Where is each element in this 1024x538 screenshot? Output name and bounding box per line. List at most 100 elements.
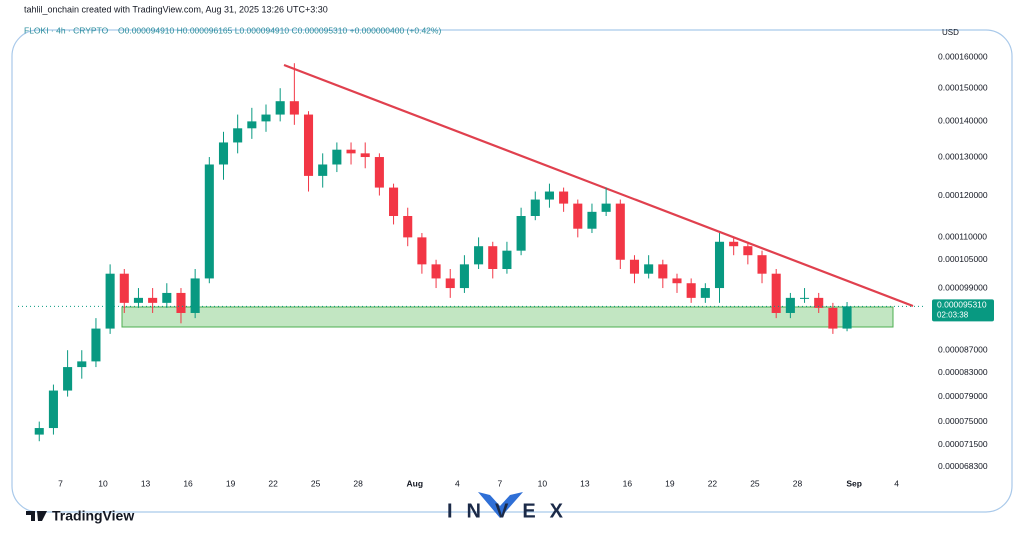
y-tick-label: 0.000120000	[938, 190, 988, 200]
axes: 0.000160000 0.000150000 0.000140000 0.00013…	[18, 51, 994, 488]
brand-text: TradingView	[52, 508, 134, 524]
symbol-info: FLOKI · 4h · CRYPTO	[24, 25, 109, 35]
header-title: tahlil_onchain created with TradingView.…	[24, 4, 328, 14]
candle-body	[729, 241, 739, 247]
candle-body	[133, 297, 143, 303]
candle-body	[459, 264, 469, 289]
watermark-text: INVEX	[447, 500, 577, 522]
y-tick-label: 0.000160000	[938, 51, 988, 61]
x-tick-label: Sep	[846, 478, 862, 488]
candle-body	[360, 153, 370, 158]
last-price-label: 0.000095310	[937, 300, 987, 310]
candle-body	[757, 255, 767, 274]
trend-line	[283, 63, 914, 308]
x-tick-label: 16	[183, 478, 193, 488]
y-unit: USD	[942, 28, 959, 37]
candle-body	[814, 297, 824, 308]
x-tick-label: 28	[353, 478, 363, 488]
y-tick-label: 0.000075000	[938, 416, 988, 426]
tradingview-logo: TradingView	[26, 508, 134, 524]
candle-body	[77, 361, 87, 368]
y-tick-label: 0.000130000	[938, 151, 988, 161]
logo-mark	[26, 511, 47, 521]
x-tick-label: 4	[455, 478, 460, 488]
candle-body	[573, 203, 583, 229]
x-tick-label: 25	[311, 478, 321, 488]
candle-body	[303, 114, 314, 176]
candle-body	[148, 297, 158, 303]
candle-body	[332, 149, 342, 165]
candle-body	[190, 278, 200, 313]
candle-body	[346, 149, 356, 154]
candle-body	[119, 273, 129, 303]
ohlc-legend: O0.000094910 H0.000096165 L0.000094910 C…	[118, 25, 441, 35]
candles	[34, 63, 852, 442]
candle-body	[389, 187, 399, 216]
candle-body	[474, 246, 484, 265]
candle-body	[587, 211, 597, 229]
x-tick-label: 22	[708, 478, 718, 488]
candle-body	[431, 264, 441, 279]
candle-body	[828, 307, 838, 329]
candle-body	[318, 164, 328, 176]
x-tick-label: 13	[580, 478, 590, 488]
x-tick-label: 16	[623, 478, 633, 488]
y-tick-label: 0.000140000	[938, 116, 988, 126]
x-tick-label: 19	[665, 478, 675, 488]
x-tick-label: Aug	[407, 478, 424, 488]
candle-body	[516, 215, 526, 251]
x-tick-label: 7	[58, 478, 63, 488]
x-tick-label: 7	[497, 478, 502, 488]
candle-body	[261, 114, 271, 122]
candle-body	[743, 246, 753, 256]
candle-body	[63, 367, 73, 391]
candle-body	[502, 250, 512, 270]
y-tick-label: 0.000110000	[938, 232, 987, 242]
y-tick-label: 0.000099000	[938, 282, 988, 292]
candle-body	[204, 164, 214, 279]
candle-body	[91, 328, 101, 362]
candle-body	[34, 428, 44, 435]
x-tick-label: 4	[894, 478, 899, 488]
x-tick-label: 19	[226, 478, 236, 488]
invex-watermark: INVEX	[447, 492, 577, 522]
last-price-box	[932, 299, 994, 322]
x-tick-label: 10	[538, 478, 548, 488]
candle-body	[289, 101, 299, 115]
x-tick-label: 10	[98, 478, 108, 488]
candle-body	[544, 191, 554, 200]
candle-body	[714, 241, 725, 289]
y-tick-label: 0.000071500	[938, 439, 988, 449]
support-zone	[121, 306, 894, 328]
candle-body	[559, 191, 569, 204]
candle-body	[686, 283, 696, 298]
candle-body	[48, 390, 58, 429]
candle-body	[105, 273, 115, 329]
candle-body	[445, 278, 455, 289]
x-tick-label: 13	[141, 478, 151, 488]
candle-body	[233, 128, 243, 143]
candle-body	[601, 203, 611, 212]
candle-body	[218, 142, 229, 165]
candle-body	[672, 278, 682, 284]
candle-body	[800, 297, 810, 299]
candle-body	[374, 157, 384, 188]
candle-body	[247, 121, 257, 129]
candle-body	[658, 264, 668, 279]
watermark-mark	[478, 492, 523, 518]
y-tick-label: 0.000105000	[938, 254, 988, 264]
candle-body	[176, 292, 186, 313]
x-tick-label: 22	[268, 478, 278, 488]
candle-body	[275, 101, 285, 115]
y-tick-label: 0.000079000	[938, 391, 988, 401]
y-tick-label: 0.000083000	[938, 367, 988, 377]
candle-body	[530, 199, 540, 216]
x-tick-label: 28	[793, 478, 803, 488]
candle-body	[785, 297, 795, 313]
y-tick-label: 0.000087000	[938, 344, 988, 354]
candle-body	[162, 292, 172, 303]
x-tick-label: 25	[750, 478, 760, 488]
candle-body	[629, 259, 640, 274]
